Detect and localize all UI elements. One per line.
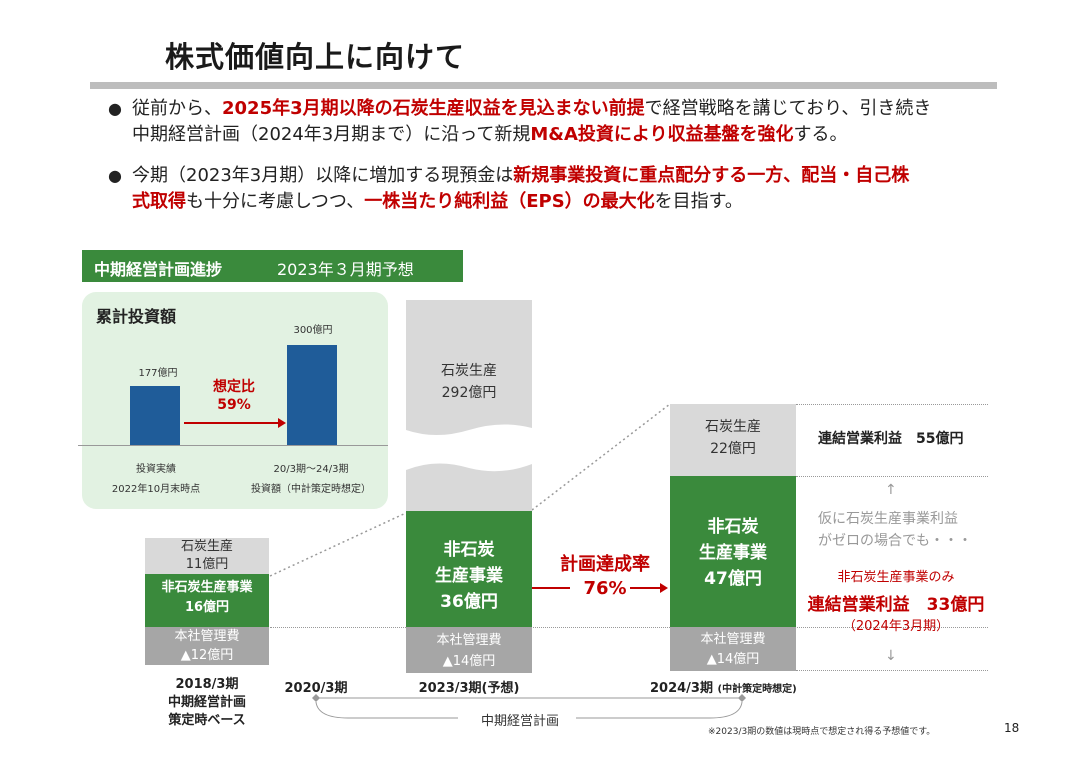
progress-header-forecast: 2023年３月期予想: [277, 260, 414, 279]
col2018-label: 2018/3期 中期経営計画 策定時ベース: [167, 677, 246, 728]
trend-dotted-line: [269, 511, 409, 577]
achievement: 計画達成率 76%: [540, 553, 670, 601]
investment-plan-bar: [287, 345, 337, 445]
title-rule: [90, 82, 997, 89]
op-profit-noncoal: 連結営業利益 33億円: [807, 595, 985, 615]
col2024-label: 2024/3期 (中計策定時想定): [650, 681, 797, 696]
bullet-1-line-2: 中期経営計画（2024年3月期まで）に沿って新規M&A投資により収益基盤を強化す…: [132, 124, 848, 145]
investment-ratio: 想定比 59%: [196, 378, 272, 414]
page-title: 株式価値向上に向けて: [165, 40, 466, 74]
zero-coal-note: 仮に石炭生産事業利益 がゼロの場合でも・・・: [818, 511, 972, 549]
bullet-dot-icon: ●: [108, 99, 122, 118]
op-profit-period: （2024年3月期）: [842, 619, 950, 634]
col2018-coal: 石炭生産 11億円: [145, 538, 269, 574]
col2024-hq: 本社管理費 ▲14億円: [670, 627, 796, 671]
progress-header: 中期経営計画進捗 2023年３月期予想: [82, 250, 463, 282]
col2023-label: 2023/3期(予想): [418, 681, 520, 696]
bullet-2-line-2: 式取得も十分に考慮しつつ、一株当たり純利益（EPS）の最大化を目指す。: [132, 191, 743, 212]
achievement-value: 76%: [583, 578, 627, 599]
col2024-noncoal: 非石炭 生産事業 47億円: [670, 476, 796, 627]
investment-title: 累計投資額: [96, 307, 177, 326]
down-arrow-icon: ↓: [885, 648, 897, 664]
investment-actual-caption: 投資実績 2022年10月末時点: [111, 464, 201, 495]
col2023-hq: 本社管理費 ▲14億円: [406, 627, 532, 673]
achievement-label: 計画達成率: [560, 554, 650, 575]
investment-ratio-label: 想定比: [213, 379, 255, 395]
page-number: 18: [1004, 721, 1020, 735]
investment-ratio-value: 59%: [217, 397, 251, 413]
trend-dotted-line-2: [531, 403, 671, 511]
col2023-noncoal: 非石炭 生産事業 36億円: [406, 511, 532, 627]
timeline-start: 2020/3期: [284, 681, 348, 696]
bottom-guide-line: [796, 670, 988, 671]
footnote: ※2023/3期の数値は現時点で想定され得る予想値です。: [708, 727, 936, 737]
noncoal-only-note: 非石炭生産事業のみ: [837, 570, 955, 585]
achievement-arrow-icon: [532, 583, 668, 593]
bullet-1-line-1: 従前から、2025年3月期以降の石炭生産収益を見込まない前提で経営戦略を講じてお…: [132, 98, 932, 119]
investment-baseline: [78, 445, 388, 446]
top-guide-line: [796, 404, 988, 405]
timeline-bracket: [312, 694, 746, 719]
bullet-dot-icon: ●: [108, 166, 122, 185]
investment-plan-value: 300億円: [293, 325, 333, 336]
investment-actual-bar: [130, 386, 180, 445]
progress-header-label: 中期経営計画進捗: [94, 260, 223, 279]
mid-guide-line: [796, 476, 988, 477]
col2018-noncoal: 非石炭生産事業 16億円: [145, 574, 269, 627]
col2023-coal: 石炭生産 292億円: [441, 363, 497, 401]
op-profit-total: 連結営業利益 55億円: [818, 431, 964, 447]
col2023-coal-shape: [406, 300, 532, 512]
up-arrow-icon: ↑: [885, 482, 897, 498]
ratio-arrow-icon: [184, 418, 286, 428]
investment-plan-caption: 20/3期～24/3期 投資額（中計策定時想定）: [251, 464, 371, 495]
timeline-plan-label: 中期経営計画: [480, 714, 559, 729]
col2018-hq: 本社管理費 ▲12億円: [145, 627, 269, 665]
investment-actual-value: 177億円: [138, 368, 178, 379]
bullet-2-line-1: 今期（2023年3月期）以降に増加する現預金は新規事業投資に重点配分する一方、配…: [132, 165, 910, 186]
col2024-coal: 石炭生産 22億円: [670, 404, 796, 476]
hq-guide-line: [270, 627, 988, 628]
